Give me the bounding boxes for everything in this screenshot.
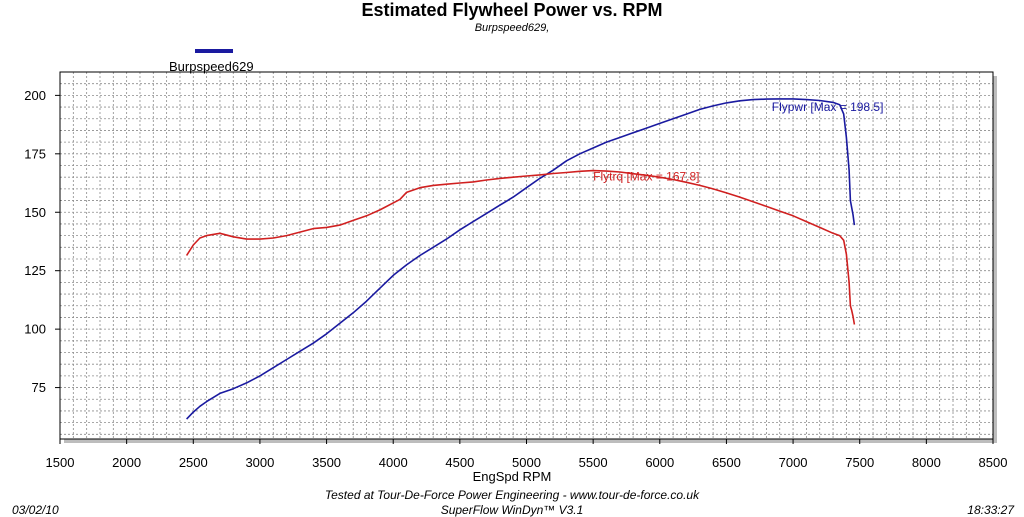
series-layer: Flypwr [Max = 198.5] Flytrq [Max = 167.8]: [185, 98, 884, 420]
y-tick-label: 175: [24, 146, 46, 161]
x-tick-label: 3500: [312, 455, 341, 470]
x-tick-label: 8500: [979, 455, 1008, 470]
y-tick-label: 150: [24, 205, 46, 220]
legend-label: Burpspeed629: [169, 59, 254, 74]
x-tick-label: 5500: [579, 455, 608, 470]
y-tick-label: 200: [24, 88, 46, 103]
annotation-power: Flypwr [Max = 198.5]: [772, 100, 884, 114]
y-tick-label: 100: [24, 322, 46, 337]
series-line-power: [186, 98, 856, 420]
footer-software: SuperFlow WinDyn™ V3.1: [440, 503, 584, 517]
chart-title: Estimated Flywheel Power vs. RPM: [361, 0, 663, 20]
footer-test-info: Tested at Tour-De-Force Power Engineerin…: [324, 488, 700, 502]
x-tick-label: 5000: [512, 455, 541, 470]
x-tick-label: 4500: [445, 455, 474, 470]
annotation-torque: Flytrq [Max = 167.8]: [593, 170, 699, 184]
x-axis-label: EngSpd RPM: [473, 469, 552, 484]
x-tick-label: 2000: [112, 455, 141, 470]
footer-date: 03/02/10: [12, 503, 59, 517]
y-tick-label: 125: [24, 263, 46, 278]
chart-subtitle: Burpspeed629,: [474, 22, 550, 34]
series-line-torque: [185, 169, 856, 325]
x-tick-label: 8000: [912, 455, 941, 470]
x-tick-label: 2500: [179, 455, 208, 470]
x-tick-label: 7500: [845, 455, 874, 470]
x-tick-label: 1500: [46, 455, 75, 470]
x-tick-label: 6000: [645, 455, 674, 470]
footer-time: 18:33:27: [967, 503, 1014, 517]
plot-background: [60, 72, 993, 439]
x-tick-label: 6500: [712, 455, 741, 470]
y-tick-label: 75: [32, 380, 46, 395]
x-tick-label: 3000: [245, 455, 274, 470]
x-tick-label: 7000: [779, 455, 808, 470]
x-tick-label: 4000: [379, 455, 408, 470]
axis-ticks: 1500 2000 2500 3000 3500 4000 4500 5000 5500 6000…: [24, 88, 1007, 470]
legend: Burpspeed629: [169, 49, 254, 74]
chart-grid: [60, 72, 993, 439]
